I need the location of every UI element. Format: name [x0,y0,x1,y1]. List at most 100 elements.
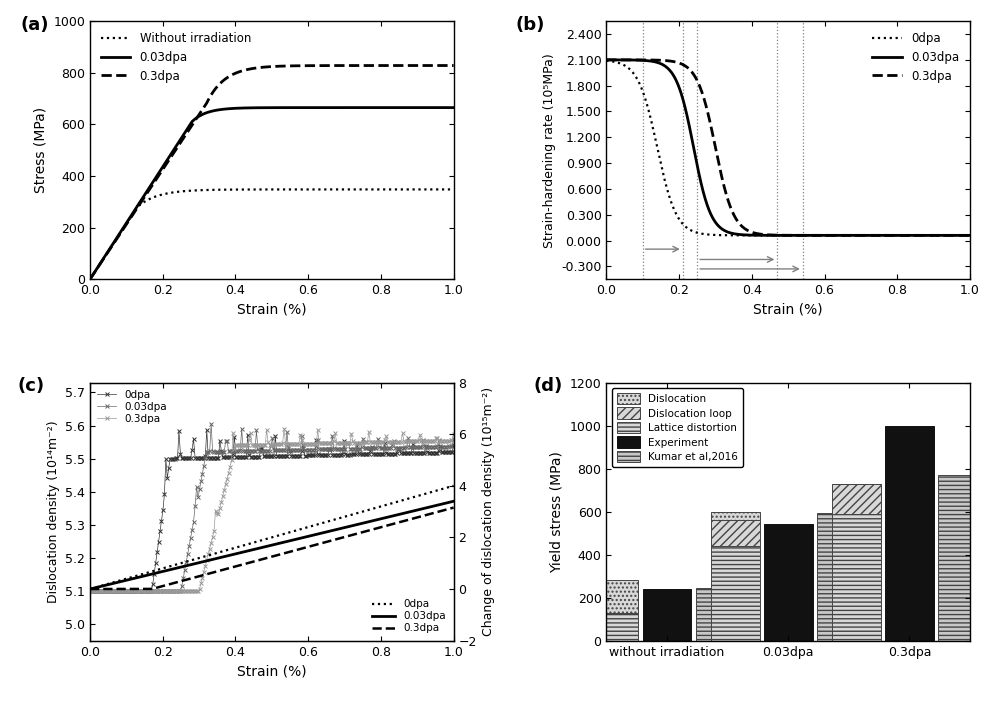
Without irradiation [125,212,137,220]
0.03dpa [236,425,248,433]
0.03dpa [336,445,348,453]
0.3dpa [336,439,348,447]
Y-axis label: Change of dislocation density (10¹⁵m⁻²): Change of dislocation density (10¹⁵m⁻²) [482,387,495,636]
0.3dpa [957,231,969,239]
Line: 0dpa: 0dpa [90,486,454,589]
0dpa [84,585,96,593]
0.03dpa [756,231,768,239]
0.03dpa [437,500,449,508]
0dpa [84,586,96,595]
Without irradiation [448,185,460,194]
Bar [764,524,813,641]
0.03dpa [239,103,251,112]
0dpa [448,482,460,490]
Line: 0.3dpa: 0.3dpa [90,508,454,589]
0dpa [434,441,446,450]
Y-axis label: Dislocation density (10¹⁴m⁻²): Dislocation density (10¹⁴m⁻²) [47,420,60,603]
Without irradiation [440,185,452,194]
0.3dpa [144,586,156,595]
0.3dpa [261,554,273,562]
0.3dpa [448,503,460,512]
0.3dpa [440,61,452,70]
Bar [938,475,987,641]
Without irradiation [147,193,159,201]
0dpa [201,426,213,434]
0.3dpa [103,585,115,593]
0.3dpa [296,436,308,444]
0.03dpa [918,231,930,239]
Bar [832,484,881,514]
0dpa [336,450,348,458]
Text: (b): (b) [515,16,545,34]
0dpa [251,537,263,546]
Line: 0.03dpa: 0.03dpa [90,501,454,589]
0.03dpa [370,516,382,524]
Text: (d): (d) [534,377,563,396]
0dpa [437,484,449,493]
Legend: 0dpa, 0.03dpa, 0.3dpa: 0dpa, 0.03dpa, 0.3dpa [868,27,964,87]
0dpa [144,586,156,595]
Line: 0.3dpa: 0.3dpa [88,427,456,593]
Bar [711,512,760,520]
Without irradiation [84,275,96,284]
X-axis label: Strain (%): Strain (%) [237,664,307,678]
0.03dpa [296,432,308,441]
0.03dpa [251,544,263,553]
0.03dpa [84,275,96,284]
0dpa [964,231,976,239]
Line: 0dpa: 0dpa [88,428,456,593]
X-axis label: Strain (%): Strain (%) [753,303,823,317]
0dpa [740,231,752,239]
0.03dpa [84,586,96,595]
0.03dpa [125,211,137,220]
Line: 0.03dpa: 0.03dpa [88,422,456,593]
0dpa [103,579,115,588]
0dpa [437,484,449,493]
Bar [885,425,934,641]
Line: 0.3dpa: 0.3dpa [606,60,970,235]
0.3dpa [223,72,235,80]
0dpa [296,447,308,455]
Line: 0dpa: 0dpa [606,61,970,235]
Bar [711,520,760,546]
Bar [696,588,744,641]
0.03dpa [448,497,460,505]
0.3dpa [642,56,654,64]
0.3dpa [230,441,242,450]
0dpa [236,453,248,461]
Bar [590,612,638,641]
Line: 0.3dpa: 0.3dpa [90,65,454,279]
0.3dpa [964,231,976,239]
Legend: 0dpa, 0.03dpa, 0.3dpa: 0dpa, 0.03dpa, 0.3dpa [370,597,448,636]
0.03dpa [231,447,243,455]
Y-axis label: Stress (MPa): Stress (MPa) [34,107,48,194]
0dpa [957,231,969,239]
0.03dpa [103,580,115,589]
0.3dpa [401,61,413,70]
0.03dpa [261,542,273,551]
Text: (c): (c) [17,377,44,396]
0.3dpa [448,61,460,70]
Bar [590,580,638,612]
0.03dpa [144,586,156,595]
0.03dpa [205,420,217,428]
0.03dpa [957,231,969,239]
0.3dpa [84,585,96,593]
Legend: Without irradiation, 0.03dpa, 0.3dpa: Without irradiation, 0.03dpa, 0.3dpa [96,27,256,87]
Without irradiation [401,185,413,194]
0dpa [600,56,612,65]
0.3dpa [251,556,263,565]
Y-axis label: Strain-hardening rate (10⁵MPa): Strain-hardening rate (10⁵MPa) [543,53,556,248]
Text: (a): (a) [21,16,49,34]
0.03dpa [740,231,752,239]
0dpa [918,231,930,239]
0.3dpa [663,57,675,65]
0dpa [231,453,243,461]
Legend: 0dpa, 0.03dpa, 0.3dpa: 0dpa, 0.03dpa, 0.3dpa [95,388,169,426]
0.03dpa [642,56,654,65]
0.03dpa [434,442,446,451]
0.3dpa [756,230,768,239]
Line: Without irradiation: Without irradiation [90,189,454,279]
Without irradiation [223,185,235,194]
0.03dpa [84,585,96,593]
